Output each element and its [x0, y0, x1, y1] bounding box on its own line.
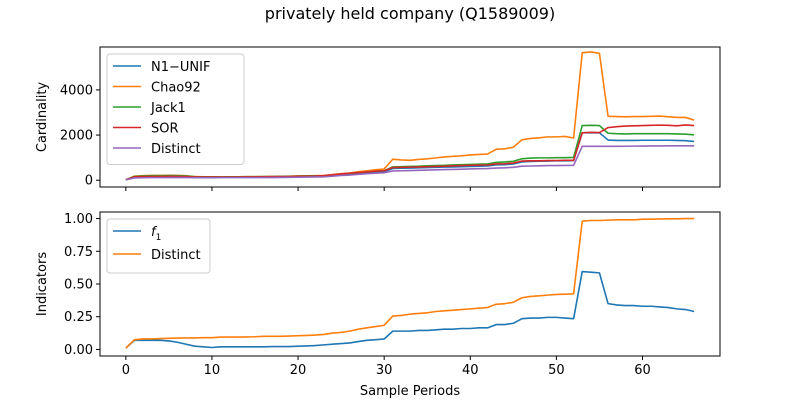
y-tick-label: 0.25 — [64, 310, 93, 325]
top-plot: 0 2000 4000 Cardinality N1−UNIF Chao92 Jack1 SO… — [35, 46, 721, 191]
y-axis-label: Cardinality — [35, 82, 50, 153]
legend-box — [106, 218, 211, 274]
series-line-0 — [125, 270, 695, 349]
plot-frame — [99, 46, 721, 188]
series-line-1 — [125, 217, 695, 349]
legend-label: Distinct — [151, 142, 201, 157]
y-tick-label: 0 — [85, 174, 93, 189]
x-tick-label: 0 — [122, 363, 130, 378]
legend-label: SOR — [151, 122, 179, 137]
y-tick-label: 0.50 — [64, 278, 93, 293]
x-tick-label: 30 — [376, 363, 393, 378]
x-tick-label: 50 — [548, 363, 565, 378]
legend-label: N1−UNIF — [151, 60, 210, 75]
figure-title: privately held company (Q1589009) — [265, 4, 555, 23]
x-tick-label: 20 — [290, 363, 307, 378]
legend: N1−UNIF Chao92 Jack1 SOR Distinct — [106, 53, 245, 165]
legend: f1 Distinct — [106, 218, 211, 274]
x-tick-label: 10 — [204, 363, 221, 378]
legend-box — [106, 53, 245, 165]
y-tick-label: 0.00 — [64, 343, 93, 358]
legend-label: Chao92 — [151, 81, 201, 96]
y-tick-label: 4000 — [60, 83, 93, 98]
x-axis-label: Sample Periods — [360, 384, 460, 399]
legend-label: Distinct — [151, 248, 201, 263]
y-tick-label: 1.00 — [64, 212, 93, 227]
legend-label: f1 — [151, 225, 161, 243]
y-tick-label: 0.75 — [64, 245, 93, 260]
y-tick-label: 2000 — [60, 129, 93, 144]
legend-label: Jack1 — [150, 101, 186, 116]
x-tick-label: 40 — [462, 363, 479, 378]
series-line-4 — [125, 144, 695, 181]
x-tick-label: 60 — [634, 363, 651, 378]
y-axis-label: Indicators — [35, 252, 50, 316]
bottom-plot: 0 10 20 30 40 50 60 0.00 0.25 0.50 0.75 1.00 Indicat… — [35, 211, 721, 399]
